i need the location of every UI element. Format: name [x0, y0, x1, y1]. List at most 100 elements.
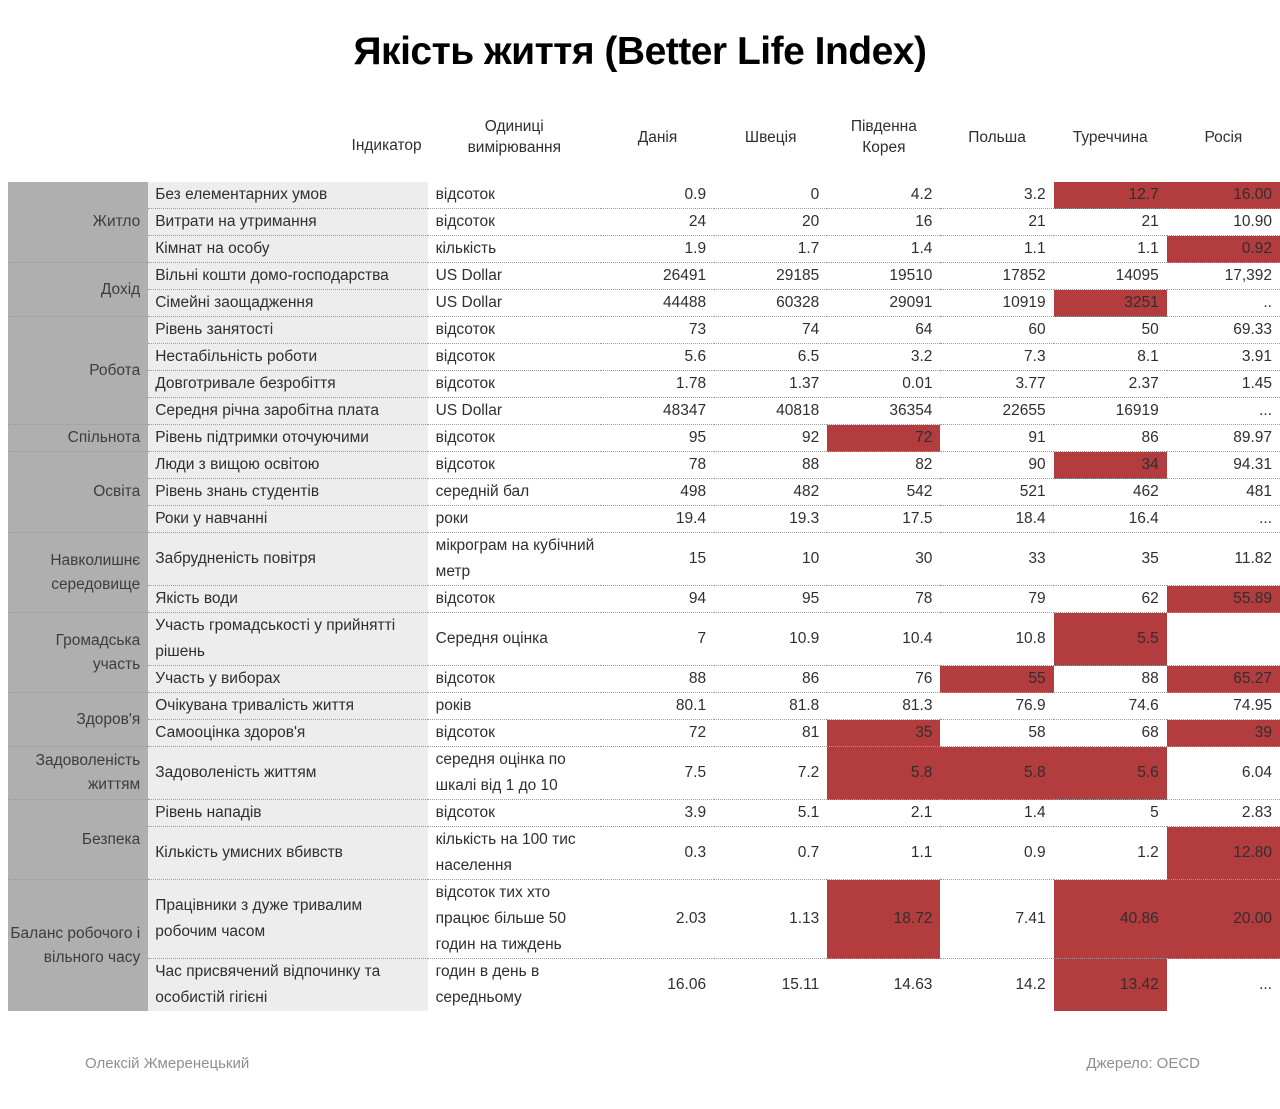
- indicator-cell: Працівники з дуже тривалим робочим часом: [148, 879, 428, 959]
- value-cell: 17,392: [1166, 262, 1280, 290]
- value-cell: 92: [714, 424, 828, 452]
- value-cell: 5.8: [827, 746, 941, 800]
- value-cell: 3.91: [1166, 343, 1280, 371]
- value-cell: 7: [600, 612, 715, 666]
- value-cell: 1.1: [827, 826, 941, 880]
- value-cell: 69.33: [1166, 316, 1280, 344]
- value-cell: 33: [940, 532, 1054, 586]
- indicator-cell: Участь громадськості у прийнятті рішень: [148, 612, 428, 666]
- indicator-cell: Час присвячений відпочинку та особистій …: [148, 958, 428, 1011]
- value-cell: 30: [827, 532, 941, 586]
- value-cell: 94.31: [1166, 451, 1280, 479]
- value-cell: 74: [714, 316, 828, 344]
- value-cell: 13.42: [1053, 958, 1167, 1011]
- table-row: Робота Рівень занятості відсоток 73 74 64 60 50…: [8, 316, 1280, 425]
- column-header-indicator: Індикатор: [351, 136, 422, 154]
- units-cell: відсоток: [427, 370, 601, 398]
- category-cell: Здоров'я: [8, 692, 149, 747]
- value-cell: 17852: [940, 262, 1054, 290]
- units-cell: US Dollar: [427, 262, 601, 290]
- value-cell: 62: [1053, 585, 1167, 613]
- value-cell: 79: [940, 585, 1054, 613]
- units-cell: відсоток: [427, 451, 601, 479]
- value-cell: 2.03: [600, 879, 715, 959]
- table-row: Середня річна заробітна плата US Dollar 48…: [8, 397, 1280, 425]
- table-row: Сімейні заощадження US Dollar 44488 60328 29…: [8, 289, 1280, 317]
- value-cell: 12.80: [1166, 826, 1280, 880]
- value-cell: 4.2: [910, 186, 933, 203]
- value-cell: 48347: [600, 397, 715, 425]
- units-cell: відсоток: [427, 343, 601, 371]
- indicator-cell: Витрати на утримання: [148, 208, 428, 236]
- value-cell: ...: [1166, 958, 1280, 1011]
- value-cell: 88: [1053, 665, 1167, 693]
- value-cell: 2.37: [1053, 370, 1167, 398]
- value-cell: 1.4: [827, 235, 941, 263]
- value-cell: 498: [600, 478, 715, 506]
- value-cell: 1.13: [714, 879, 828, 959]
- category-cell: Спільнота: [8, 424, 149, 452]
- value-cell: 0.3: [600, 826, 715, 880]
- units-cell: годин в день в середньому: [427, 958, 601, 1011]
- source-credit: Джерело: OECD: [1086, 1055, 1200, 1072]
- value-cell: 76: [827, 665, 941, 693]
- value-cell: 0: [810, 186, 820, 203]
- value-cell: 17.5: [827, 505, 941, 533]
- indicator-cell: Довготривале безробіття: [148, 370, 428, 398]
- table-row: Житло Без елементарних умов відсоток 0.9 0 4.…: [8, 182, 1280, 263]
- author-credit: Олексій Жмеренецький: [85, 1055, 250, 1072]
- units-cell: відсоток: [427, 585, 601, 613]
- units-cell: відсоток: [427, 424, 601, 452]
- indicator-cell: Рівень занятості: [148, 316, 428, 344]
- value-cell: 1.7: [714, 235, 828, 263]
- value-cell: 10.9: [714, 612, 828, 666]
- value-cell: 24: [600, 208, 715, 236]
- table-row: Освіта Люди з вищою освітою відсоток 78 88 82…: [8, 451, 1280, 533]
- table-body: Житло Без елементарних умов відсоток 0.9 0 4.…: [8, 182, 1280, 1011]
- column-header-south-korea: Південна Корея: [850, 118, 917, 156]
- indicator-cell: Роки у навчанні: [148, 505, 428, 533]
- value-cell: 2.83: [1166, 799, 1280, 827]
- category-cell: Задоволеність життям: [8, 746, 149, 800]
- value-cell: 90: [940, 451, 1054, 479]
- value-cell: 10: [714, 532, 828, 586]
- category-cell: Житло: [8, 182, 149, 263]
- value-cell: 89.97: [1166, 424, 1280, 452]
- indicator-cell: Задоволеність життям: [148, 746, 428, 800]
- value-cell: 2.1: [827, 799, 941, 827]
- value-cell: 7.3: [940, 343, 1054, 371]
- value-cell: 72: [600, 719, 715, 747]
- indicator-cell: Рівень знань студентів: [148, 478, 428, 506]
- column-header-denmark: Данія: [637, 128, 678, 146]
- value-cell: 65.27: [1166, 665, 1280, 693]
- indicator-cell: Якість води: [148, 585, 428, 613]
- value-cell: 0.92: [1166, 235, 1280, 263]
- table-row: Рівень знань студентів середній бал 498 482…: [8, 478, 1280, 506]
- value-cell: 81.3: [827, 692, 941, 720]
- indicator-cell: Кількість умисних вбивств: [148, 826, 428, 880]
- category-cell: Безпека: [8, 799, 149, 880]
- value-cell: 3.77: [940, 370, 1054, 398]
- value-cell: 3.2: [827, 343, 941, 371]
- value-cell: 10.4: [827, 612, 941, 666]
- value-cell: 16: [827, 208, 941, 236]
- units-cell: відсоток: [427, 719, 601, 747]
- units-cell: відсоток: [427, 665, 601, 693]
- indicator-cell: Сімейні заощадження: [148, 289, 428, 317]
- units-cell: Середня оцінка: [427, 612, 601, 666]
- value-cell: 19510: [827, 262, 941, 290]
- units-cell: відсоток: [427, 799, 601, 827]
- value-cell: 481: [1166, 478, 1280, 506]
- value-cell: 29091: [827, 289, 941, 317]
- category-cell: Навколишнє середовище: [8, 532, 149, 613]
- value-cell: 482: [714, 478, 828, 506]
- value-cell: 73: [600, 316, 715, 344]
- value-cell: 78: [827, 585, 941, 613]
- table-row: Довготривале безробіття відсоток 1.78 1.37 0…: [8, 370, 1280, 398]
- value-cell: 10.8: [940, 612, 1054, 666]
- value-cell: 6.04: [1166, 746, 1280, 800]
- value-cell: 40818: [714, 397, 828, 425]
- value-cell: 5.6: [1053, 746, 1167, 800]
- value-cell: 19.4: [600, 505, 715, 533]
- table-row: Витрати на утримання відсоток 24 20 16 21 21 10…: [8, 208, 1280, 236]
